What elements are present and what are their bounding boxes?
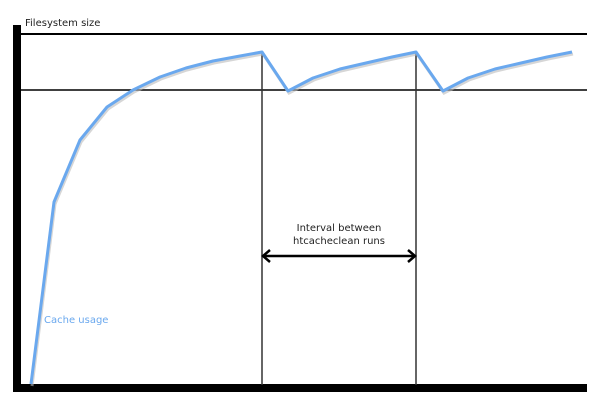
interval-label-line1: Interval between (296, 223, 382, 234)
cache-usage-shadow (30, 52, 574, 387)
y-axis-label: Filesystem size (25, 18, 101, 29)
interval-label: Interval between htcacheclean runs (262, 222, 416, 248)
y-axis (13, 25, 21, 392)
interval-label-line2: htcacheclean runs (293, 236, 385, 247)
x-axis (13, 384, 587, 392)
cache-usage-label: Cache usage (44, 315, 109, 326)
interval-arrow (261, 249, 417, 263)
cache-usage-line (29, 50, 573, 385)
